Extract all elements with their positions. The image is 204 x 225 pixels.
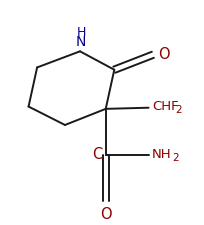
- Text: 2: 2: [171, 153, 178, 163]
- Text: 2: 2: [174, 106, 181, 115]
- Text: N: N: [75, 35, 86, 49]
- Text: H: H: [76, 26, 85, 39]
- Text: NH: NH: [151, 148, 171, 161]
- Text: C: C: [92, 147, 102, 162]
- Text: O: O: [99, 207, 111, 222]
- Text: CHF: CHF: [151, 100, 177, 113]
- Text: O: O: [157, 47, 169, 62]
